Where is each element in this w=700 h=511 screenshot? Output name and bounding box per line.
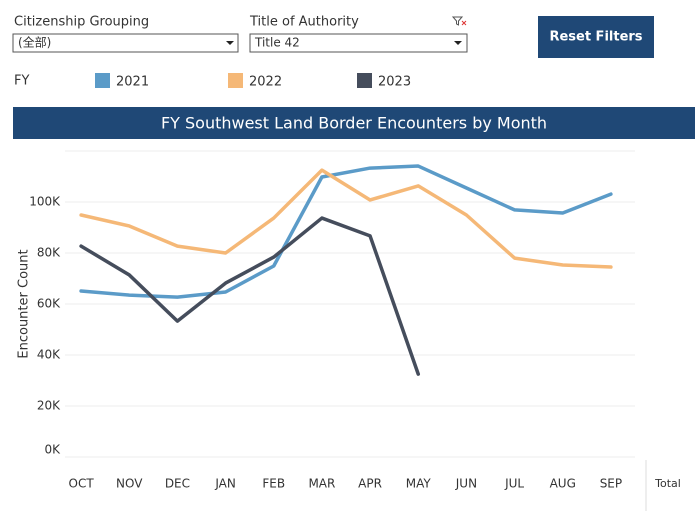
y-tick-label: 0K: [44, 443, 61, 457]
x-tick-label: APR: [358, 477, 382, 491]
clear-filter-x: [461, 20, 467, 26]
filter-label: Title of Authority: [249, 15, 359, 30]
series-line: [79, 216, 420, 376]
filter-label: Citizenship Grouping: [14, 15, 149, 30]
x-tick-label: JUL: [504, 477, 524, 491]
series-line: [79, 164, 613, 299]
legend-label: 2022: [249, 75, 282, 90]
x-tick-label: OCT: [69, 477, 95, 491]
dropdown-arrow: [454, 41, 462, 45]
x-tick-label: MAY: [406, 477, 432, 491]
chart-title: FY Southwest Land Border Encounters by M…: [161, 114, 547, 133]
x-tick-label: FEB: [262, 477, 285, 491]
legend-swatch: [228, 73, 243, 88]
clear-filter-icon[interactable]: [451, 16, 464, 26]
x-tick-label: NOV: [116, 477, 143, 491]
dropdown[interactable]: [12, 33, 239, 53]
y-tick-label: 60K: [37, 297, 61, 311]
x-tick-label: JUN: [455, 477, 477, 491]
dropdown-value: Title 42: [254, 36, 300, 50]
legend-title: FY: [14, 74, 29, 89]
dropdown-value: (全部): [18, 35, 51, 50]
x-tick-label: MAR: [308, 477, 335, 491]
total-header: Total: [654, 477, 681, 490]
y-tick-label: 20K: [37, 399, 61, 413]
x-tick-label: AUG: [550, 477, 576, 491]
series-line: [79, 168, 613, 269]
y-tick-label: 100K: [29, 195, 61, 209]
legend-swatch: [357, 73, 372, 88]
y-tick-label: 40K: [37, 348, 61, 362]
legend-swatch: [95, 73, 110, 88]
x-tick-label: JAN: [214, 477, 236, 491]
dropdown-arrow: [226, 41, 234, 45]
x-tick-label: SEP: [600, 477, 622, 491]
title-bar: [13, 107, 695, 139]
legend-label: 2021: [116, 75, 149, 90]
y-tick-label: 80K: [37, 246, 61, 260]
y-axis-label: Encounter Count: [17, 249, 32, 358]
reset-button-label: Reset Filters: [549, 30, 642, 45]
x-tick-label: DEC: [165, 477, 190, 491]
legend-label: 2023: [378, 75, 411, 90]
dropdown[interactable]: [249, 33, 468, 53]
reset-button[interactable]: [538, 16, 654, 58]
